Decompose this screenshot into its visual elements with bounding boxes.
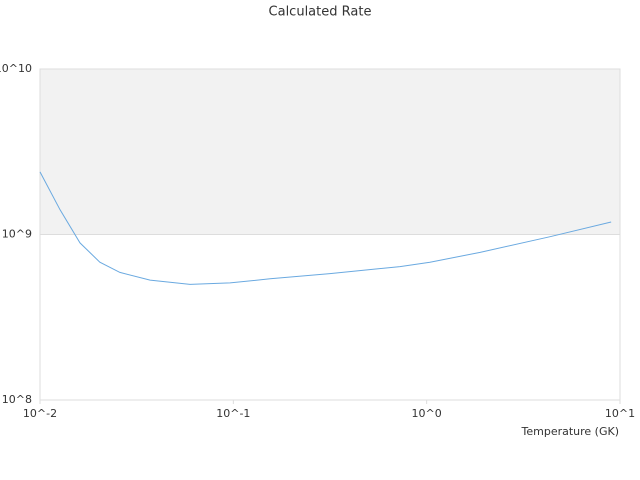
x-tick-label: 10^1 <box>605 407 635 420</box>
x-tick-label: 10^-1 <box>216 407 250 420</box>
x-tick-label: 10^-2 <box>23 407 57 420</box>
y-tick-label: 10^10 <box>0 62 32 75</box>
plot-band <box>40 69 620 235</box>
x-tick-label: 10^0 <box>412 407 442 420</box>
data-line <box>39 171 612 285</box>
y-tick-label: 10^8 <box>2 393 32 406</box>
y-tick-label: 10^9 <box>2 228 32 241</box>
chart-title: Calculated Rate <box>269 5 372 20</box>
x-axis-label: Temperature (GK) <box>521 425 620 438</box>
